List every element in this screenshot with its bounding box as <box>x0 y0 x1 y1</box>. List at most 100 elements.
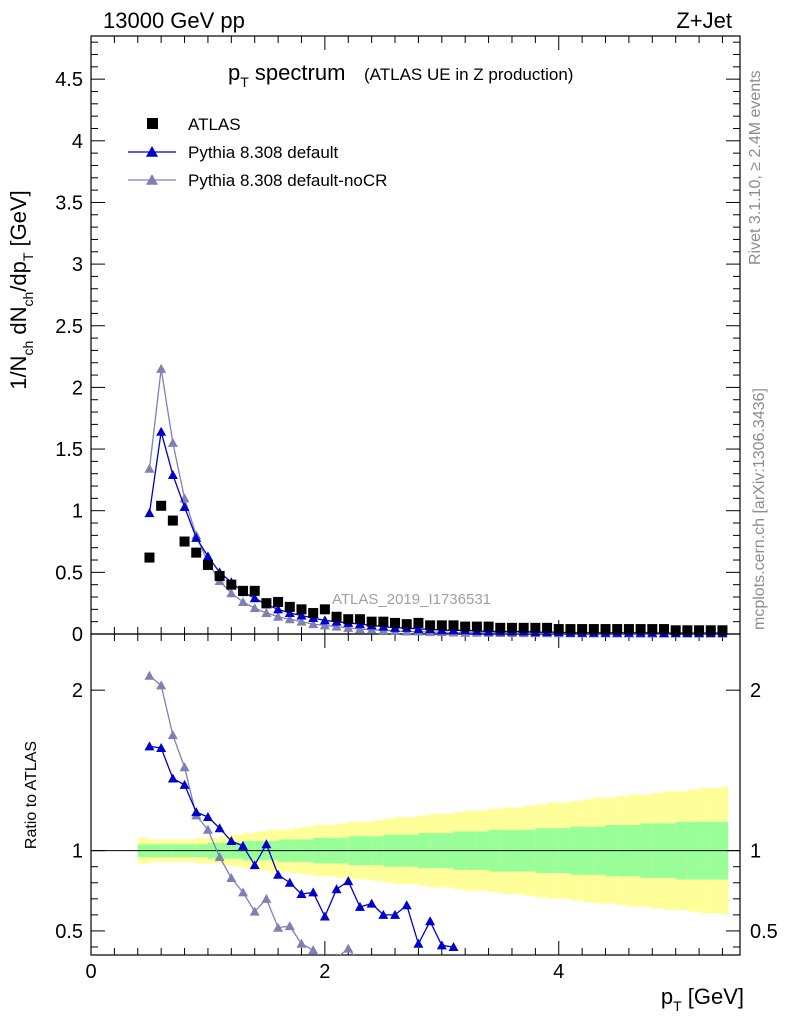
axis-ticks: 0 2 400.511.522.533.544.50.5 0.51 12 2 <box>55 36 778 983</box>
legend-marker-atlas <box>147 118 158 129</box>
data-point <box>658 624 669 635</box>
series-marker-main <box>226 588 237 598</box>
series-marker-main <box>167 469 178 479</box>
series-marker-main <box>144 508 155 518</box>
series-marker-main <box>261 608 272 618</box>
y-tick-label-ratio-right: 1 <box>750 841 761 863</box>
data-point <box>144 552 155 563</box>
y-tick-label-ratio-right: 2 <box>750 680 761 702</box>
series-marker-main <box>144 463 155 473</box>
series-marks <box>144 363 728 967</box>
data-point <box>436 620 447 631</box>
series-marker-ratio <box>202 824 213 834</box>
data-point <box>226 579 237 590</box>
data-point <box>577 624 588 635</box>
series-marker-ratio <box>413 938 424 948</box>
series-marker-ratio <box>156 680 167 690</box>
y-axis-label-lower: Ratio to ATLAS <box>23 741 40 849</box>
data-point <box>694 625 705 636</box>
y-tick-label: 1.5 <box>55 439 83 461</box>
plot-title: pT spectrum <box>228 60 345 90</box>
series-marker-main <box>296 616 307 626</box>
series-marker-ratio <box>167 773 178 783</box>
series-marker-ratio <box>226 836 237 846</box>
data-point <box>588 624 599 635</box>
series-marker-ratio <box>261 839 272 849</box>
data-point <box>366 616 377 627</box>
energy-label: 13000 GeV pp <box>103 8 245 33</box>
y-tick-label: 0.5 <box>55 562 83 584</box>
legend-label: Pythia 8.308 default-noCR <box>188 171 387 190</box>
y-tick-label-ratio: 1 <box>72 841 83 863</box>
series-marker-ratio <box>156 742 167 752</box>
series-marker-ratio <box>436 940 447 950</box>
data-point <box>670 625 681 636</box>
y-tick-label: 0 <box>72 624 83 646</box>
data-point <box>202 559 213 570</box>
data-point <box>167 515 178 526</box>
series-marker-main <box>167 437 178 447</box>
y-tick-label-ratio: 0.5 <box>55 921 83 943</box>
data-point <box>460 621 471 632</box>
x-tick-label: 2 <box>319 961 330 983</box>
data-point <box>705 625 716 636</box>
series-marker-ratio <box>249 906 260 916</box>
data-point <box>717 625 728 636</box>
y-tick-label: 2 <box>72 377 83 399</box>
data-point <box>354 614 365 625</box>
series-marker-ratio <box>179 779 190 789</box>
plot-title-note: (ATLAS UE in Z production) <box>364 65 573 84</box>
series-marker-main <box>273 611 284 621</box>
series-marker-ratio <box>249 860 260 870</box>
rivet-info: Rivet 3.1.10, ≥ 2.4M events <box>747 70 764 265</box>
series-marker-ratio <box>355 958 365 967</box>
series-marker-ratio <box>238 887 249 897</box>
series-marker-main <box>319 615 330 625</box>
data-point <box>401 619 412 630</box>
data-point <box>565 624 576 635</box>
series-marker-ratio <box>448 941 459 951</box>
series-marker-main <box>202 551 213 561</box>
title-rest: spectrum <box>249 60 346 85</box>
process-label: Z+Jet <box>676 8 732 33</box>
series-marker-ratio <box>390 909 401 919</box>
series-marker-main <box>343 622 354 632</box>
x-axis-label: pT [GeV] <box>661 984 744 1014</box>
data-point <box>284 601 295 612</box>
series-marker-ratio <box>319 911 330 921</box>
series-marker-ratio <box>335 953 338 955</box>
series-marker-ratio <box>343 943 354 953</box>
y-tick-label: 3 <box>72 254 83 276</box>
data-point <box>647 624 658 635</box>
series-marker-main <box>284 614 295 624</box>
series-marker-ratio <box>284 877 295 887</box>
series-marker-ratio <box>366 898 377 908</box>
x-tick-label: 4 <box>553 961 564 983</box>
data-point <box>378 616 389 627</box>
data-point <box>448 620 459 631</box>
series-marker-ratio <box>179 762 190 772</box>
data-point <box>471 621 482 632</box>
series-marker-main <box>308 619 319 629</box>
series-marker-main <box>319 620 330 630</box>
series-marker-ratio <box>331 884 342 894</box>
title-sub: T <box>240 74 249 90</box>
series-marker-main <box>413 624 424 634</box>
series-marker-main <box>191 532 202 542</box>
series-marker-ratio <box>284 921 295 931</box>
legend-marker-nocr <box>146 174 158 185</box>
data-point <box>553 624 564 635</box>
series-marker-ratio <box>214 852 225 862</box>
y-tick-label: 4 <box>72 131 83 153</box>
series-marker-ratio <box>296 889 307 899</box>
series-marker-ratio <box>191 807 202 817</box>
data-point <box>623 624 634 635</box>
data-point <box>249 585 260 596</box>
series-marker-main <box>238 596 249 606</box>
series-marker-ratio <box>202 811 213 821</box>
y-tick-label-ratio: 2 <box>72 680 83 702</box>
series-marker-ratio <box>214 823 225 833</box>
series-marker-ratio <box>401 900 412 910</box>
series-marker-ratio <box>425 916 436 926</box>
